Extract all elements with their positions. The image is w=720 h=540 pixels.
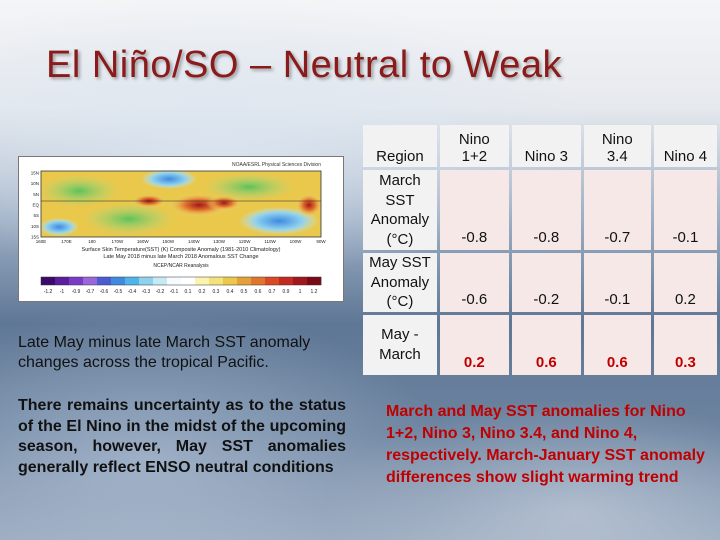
map-lon-label: 170W	[111, 239, 124, 244]
colorbar-label: -0.6	[100, 289, 109, 295]
map-lat-label: EQ	[32, 203, 39, 208]
map-caption-line3: NCEP/NCAR Reanalysis	[153, 263, 209, 269]
colorbar-label: -0.7	[86, 289, 95, 295]
sst-anomaly-table: Region Nino 1+2 Nino 3 Nino 3.4 Nino 4 M…	[360, 122, 720, 378]
colorbar-swatch	[293, 277, 308, 285]
map-colorbar-labels: -1.2 -1 -0.9 -0.7 -0.6 -0.5 -0.4 -0.3 -0.2 -0.1 0.…	[44, 289, 318, 295]
map-lat-label: 15S	[31, 235, 39, 240]
header-nino4: Nino 4	[653, 125, 717, 167]
map-lon-label: 180	[88, 239, 96, 244]
table-cell: -0.1	[583, 253, 651, 312]
colorbar-label: -0.2	[156, 289, 165, 295]
colorbar-swatch	[251, 277, 266, 285]
slide-title: El Niño/SO – Neutral to Weak	[46, 44, 562, 86]
header-nino34: Nino 3.4	[583, 125, 651, 167]
colorbar-label: -0.4	[128, 289, 137, 295]
table-cell: -0.6	[439, 253, 509, 312]
map-colorbar	[40, 276, 322, 286]
colorbar-swatch	[195, 277, 210, 285]
colorbar-swatch	[237, 277, 252, 285]
map-caption-line1: Surface Skin Temperature(SST) (K) Compos…	[82, 247, 281, 253]
map-lat-label: 5N	[33, 192, 39, 197]
colorbar-label: -0.5	[114, 289, 123, 295]
colorbar-label: -1.2	[44, 289, 53, 295]
colorbar-label: 0.3	[213, 289, 220, 295]
colorbar-swatch	[83, 277, 98, 285]
colorbar-swatch	[69, 277, 84, 285]
colorbar-swatch	[97, 277, 112, 285]
table-cell: -0.8	[439, 170, 509, 250]
sst-anomaly-map-graphic: NOAA/ESRL Physical Sciences Division 15N…	[31, 162, 327, 295]
row-label: March SST Anomaly (°C)	[363, 170, 437, 250]
table-cell: -0.1	[653, 170, 717, 250]
map-lon-label: 90W	[316, 239, 326, 244]
map-lon-label: 140W	[188, 239, 201, 244]
map-lon-label: 160E	[36, 239, 47, 244]
colorbar-swatch	[111, 277, 126, 285]
map-lon-label: 100W	[290, 239, 303, 244]
colorbar-swatch	[167, 277, 182, 285]
map-lon-label: 160W	[137, 239, 150, 244]
colorbar-swatch	[181, 277, 196, 285]
colorbar-swatch	[223, 277, 238, 285]
colorbar-label: 0.1	[185, 289, 192, 295]
table-description: March and May SST anomalies for Nino 1+2…	[386, 403, 705, 486]
colorbar-label: -0.9	[72, 289, 81, 295]
table-cell: -0.2	[511, 253, 581, 312]
colorbar-label: 0.7	[269, 289, 276, 295]
colorbar-label: -0.1	[170, 289, 179, 295]
colorbar-swatch	[139, 277, 154, 285]
map-lat-label: 15N	[31, 171, 39, 176]
table-cell: 0.6	[511, 314, 581, 375]
map-header: NOAA/ESRL Physical Sciences Division	[232, 162, 321, 168]
map-lat-label: 5S	[33, 213, 39, 218]
map-caption-line2: Late May 2018 minus late March 2018 Anom…	[103, 254, 258, 260]
colorbar-swatch	[209, 277, 224, 285]
colorbar-label: 0.4	[227, 289, 234, 295]
map-lat-label: 10S	[31, 224, 39, 229]
map-lon-label: 170E	[61, 239, 72, 244]
colorbar-label: 0.5	[241, 289, 248, 295]
table-cell: 0.6	[583, 314, 651, 375]
map-lat-label: 10N	[31, 181, 39, 186]
map-description: Late May minus late March SST anomaly ch…	[18, 334, 311, 371]
table-cell: -0.8	[511, 170, 581, 250]
colorbar-swatch	[153, 277, 168, 285]
map-lon-labels: 160E 170E 180 170W 160W 150W 140W 130W 120W 110W 1…	[36, 239, 327, 244]
map-lon-label: 120W	[239, 239, 252, 244]
enso-uncertainty-note: There remains uncertainty as to the stat…	[18, 397, 346, 476]
colorbar-swatch	[55, 277, 70, 285]
table-cell: 0.2	[439, 314, 509, 375]
table-cell: 0.2	[653, 253, 717, 312]
sst-anomaly-map: NOAA/ESRL Physical Sciences Division 15N…	[18, 156, 344, 302]
row-label: May - March	[363, 314, 437, 375]
table-row-march: March SST Anomaly (°C) -0.8 -0.8 -0.7 -0…	[363, 170, 717, 250]
header-nino3: Nino 3	[511, 125, 581, 167]
row-label: May SST Anomaly (°C)	[363, 253, 437, 312]
colorbar-swatch	[41, 277, 56, 285]
header-nino12: Nino 1+2	[439, 125, 509, 167]
map-lon-label: 130W	[213, 239, 226, 244]
table-header-row: Region Nino 1+2 Nino 3 Nino 3.4 Nino 4	[363, 125, 717, 167]
colorbar-swatch	[279, 277, 294, 285]
map-lat-labels: 15N 10N 5N EQ 5S 10S 15S	[31, 171, 40, 240]
colorbar-label: 0.9	[283, 289, 290, 295]
colorbar-label: -1	[60, 289, 65, 295]
colorbar-swatch	[125, 277, 140, 285]
colorbar-label: 0.2	[199, 289, 206, 295]
header-region: Region	[363, 125, 437, 167]
map-lon-label: 150W	[162, 239, 175, 244]
table-cell: -0.7	[583, 170, 651, 250]
colorbar-label: -0.3	[142, 289, 151, 295]
table-cell: 0.3	[653, 314, 717, 375]
colorbar-swatch	[307, 277, 322, 285]
table-row-difference: May - March 0.2 0.6 0.6 0.3	[363, 314, 717, 375]
colorbar-label: 1	[299, 289, 302, 295]
colorbar-label: 1.2	[311, 289, 318, 295]
table-row-may: May SST Anomaly (°C) -0.6 -0.2 -0.1 0.2	[363, 253, 717, 312]
colorbar-label: 0.6	[255, 289, 262, 295]
colorbar-swatch	[265, 277, 280, 285]
map-lon-label: 110W	[264, 239, 276, 244]
